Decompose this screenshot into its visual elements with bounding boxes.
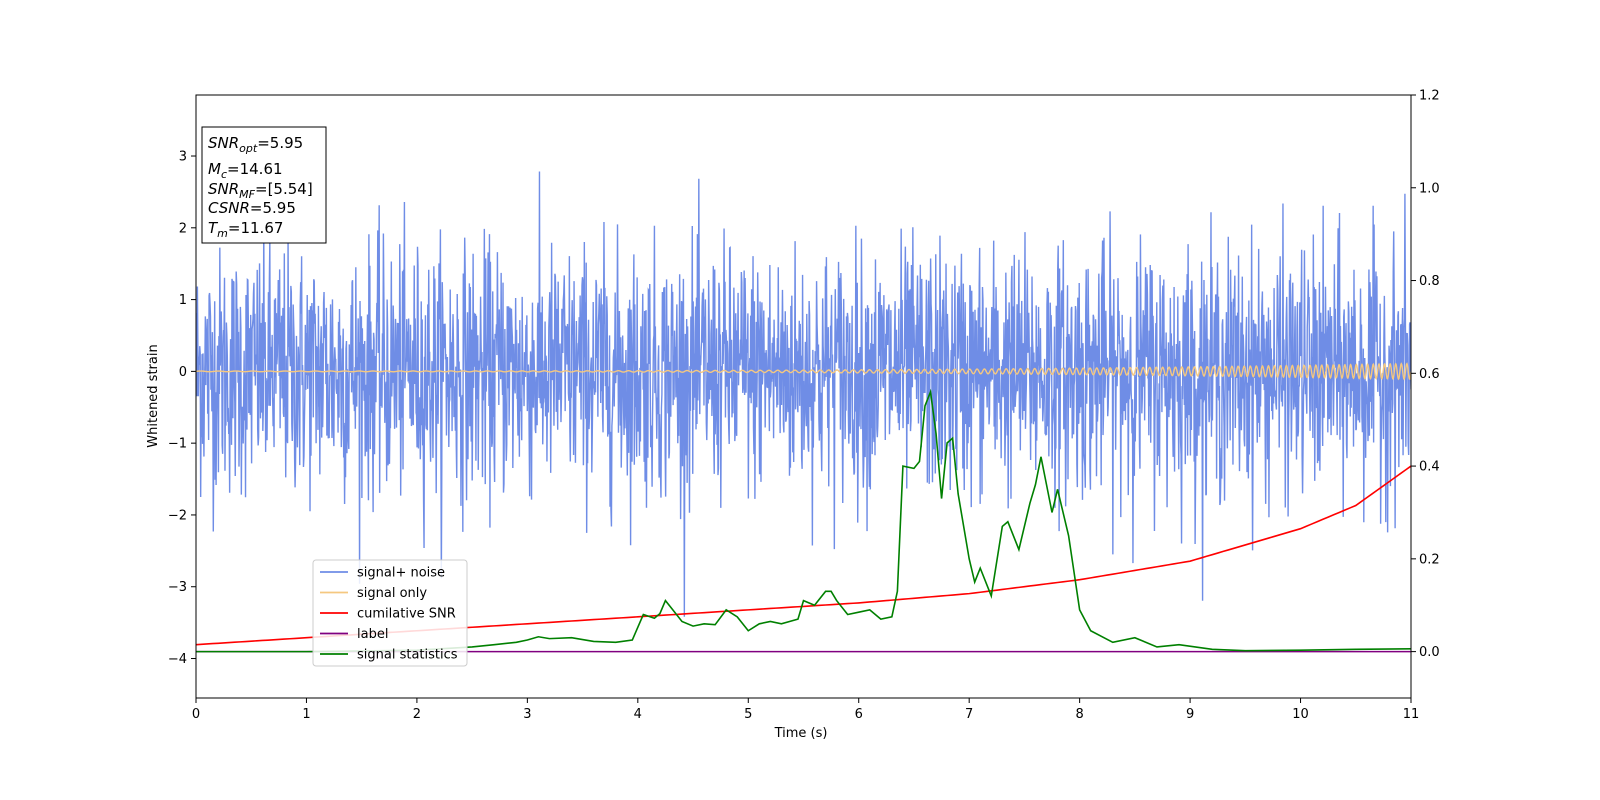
x-tick-label: 8 (1075, 707, 1083, 722)
x-tick-label: 2 (413, 707, 421, 722)
y-left-tick-label: 3 (179, 150, 187, 165)
legend-label: cumilative SNR (357, 607, 456, 622)
y-left-tick-label: −4 (168, 652, 187, 667)
y-right-tick-label: 0.8 (1419, 274, 1440, 289)
x-tick-label: 10 (1292, 707, 1309, 722)
legend-label: label (357, 627, 388, 642)
legend-label: signal+ noise (357, 566, 445, 581)
x-tick-label: 0 (192, 707, 200, 722)
info-tm: Tm=11.67 (208, 219, 283, 240)
series-signal-only-line (196, 362, 1411, 381)
y-left-tick-label: 0 (179, 365, 187, 380)
y-right-tick-label: 0.2 (1419, 552, 1440, 567)
info-snr-opt: SNRopt=5.95 (208, 134, 303, 155)
info-snr-mf: SNRMF=[5.54] (208, 180, 313, 201)
x-tick-label: 3 (523, 707, 531, 722)
y-left-tick-label: −3 (168, 580, 187, 595)
info-box: SNRopt=5.95 Mc=14.61 SNRMF=[5.54] CSNR=5… (201, 126, 327, 244)
axes: 0 1 2 3 4 5 6 7 8 9 10 113210−1−2−3−41.21.00.80.60.… (168, 89, 1440, 723)
y-right-tick-label: 1.2 (1419, 89, 1440, 104)
info-csnr: CSNR=5.95 (208, 199, 296, 217)
series-signal-noise-line (196, 171, 1411, 617)
legend: signal+ noise signal only cumilative SNR la… (312, 559, 468, 667)
x-tick-label: 4 (634, 707, 642, 722)
x-tick-label: 11 (1403, 707, 1420, 722)
legend-label: signal only (357, 586, 427, 601)
y-left-tick-label: 1 (179, 293, 187, 308)
y-right-tick-label: 1.0 (1419, 181, 1440, 196)
series-signal-statistics-line (196, 388, 1411, 653)
x-tick-label: 9 (1186, 707, 1194, 722)
x-tick-label: 7 (965, 707, 973, 722)
y-right-tick-label: 0.6 (1419, 367, 1440, 382)
y-left-tick-label: −2 (168, 508, 187, 523)
legend-label: signal statistics (357, 648, 458, 663)
x-tick-label: 5 (744, 707, 752, 722)
x-tick-label: 1 (302, 707, 310, 722)
y-right-tick-label: 0.0 (1419, 645, 1440, 660)
x-tick-label: 6 (855, 707, 863, 722)
info-mc: Mc=14.61 (208, 160, 283, 181)
x-axis-label: Time (s) (774, 726, 828, 741)
y-left-tick-label: 2 (179, 221, 187, 236)
y-right-tick-label: 0.4 (1419, 460, 1440, 475)
plot-frame (195, 94, 1412, 699)
y-axis-label: Whitened strain (146, 344, 161, 447)
y-left-tick-label: −1 (168, 437, 187, 452)
